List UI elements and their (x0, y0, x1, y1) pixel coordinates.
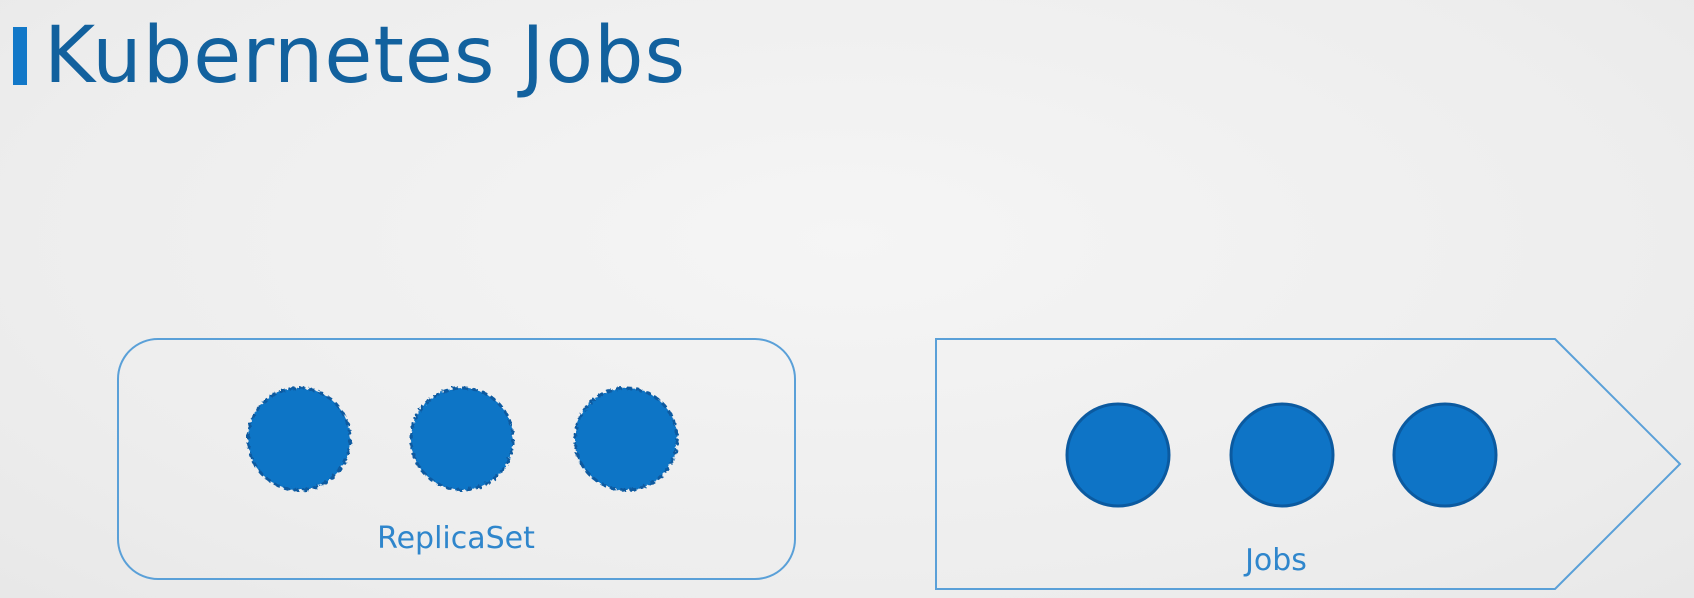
jobs-label: Jobs (1243, 543, 1307, 578)
title-accent-bar (13, 27, 27, 85)
replicaset-container (117, 338, 796, 580)
page-title: Kubernetes Jobs (44, 11, 687, 101)
jobs-container (935, 338, 1682, 590)
replicaset-pod (573, 386, 679, 492)
replicaset-label: ReplicaSet (377, 521, 535, 556)
replicaset-pod (246, 386, 352, 492)
replicaset-pods (246, 386, 679, 492)
jobs-pods (1065, 402, 1498, 508)
job-pod (1065, 402, 1171, 508)
job-pod (1392, 402, 1498, 508)
replicaset-pod (409, 386, 515, 492)
job-pod (1229, 402, 1335, 508)
